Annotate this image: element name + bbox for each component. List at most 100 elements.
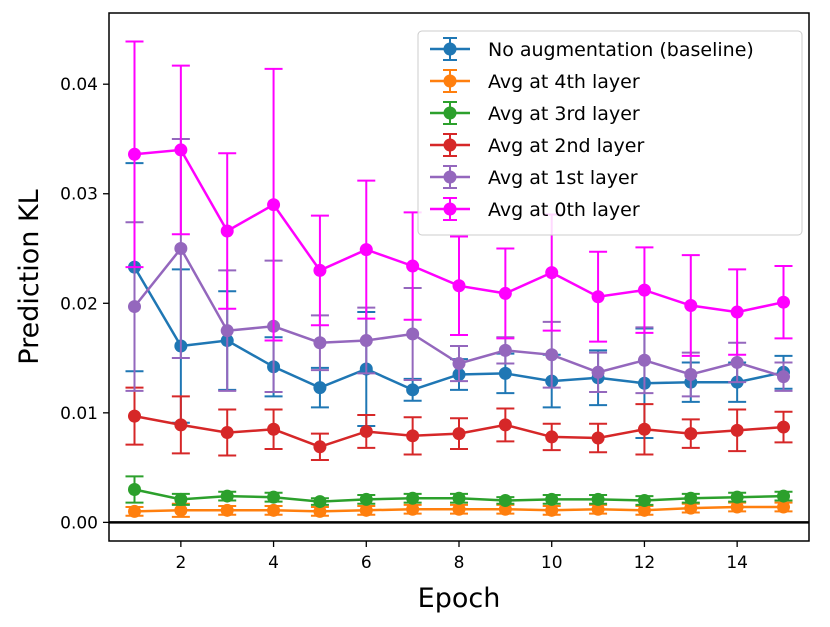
data-point [545, 348, 559, 362]
legend-label: Avg at 2nd layer [488, 135, 644, 157]
legend-marker [443, 202, 457, 216]
data-point [777, 500, 791, 514]
data-point [313, 440, 327, 454]
data-point [313, 381, 327, 395]
data-point [406, 429, 420, 443]
legend-label: Avg at 4th layer [488, 71, 640, 93]
data-point [127, 483, 141, 497]
data-point [545, 503, 559, 517]
data-point [267, 198, 281, 212]
y-tick-label: 0.00 [60, 513, 98, 533]
axes: 2 4 6 8 10 12 14 0.00 0.01 0.02 0.03 0.04 [60, 12, 810, 573]
legend-item: Avg at 2nd layer [430, 133, 644, 157]
x-tick-label: 6 [361, 553, 372, 573]
data-point [359, 334, 373, 348]
data-point [359, 503, 373, 517]
data-point [313, 495, 327, 509]
data-point [730, 490, 744, 504]
legend-marker [443, 106, 457, 120]
series-3 [125, 386, 793, 461]
data-point [777, 489, 791, 503]
data-point [777, 295, 791, 309]
data-point [452, 427, 466, 441]
data-point [498, 418, 512, 432]
data-point [730, 355, 744, 369]
y-tick-label: 0.03 [60, 185, 98, 205]
data-point [684, 491, 698, 505]
data-point [684, 298, 698, 312]
data-point [730, 423, 744, 437]
legend-marker [443, 138, 457, 152]
legend-marker [443, 170, 457, 184]
data-point [220, 324, 234, 338]
data-point [406, 502, 420, 516]
series-4 [125, 137, 793, 398]
data-point [220, 489, 234, 503]
legend-item: Avg at 1st layer [430, 165, 638, 189]
data-point [406, 259, 420, 273]
data-point [637, 493, 651, 507]
legend-label: No augmentation (baseline) [488, 39, 754, 61]
data-point [684, 427, 698, 441]
legend-marker [443, 42, 457, 56]
data-point [498, 286, 512, 300]
data-point [174, 492, 188, 506]
data-point [637, 503, 651, 517]
data-point [174, 503, 188, 517]
data-point [545, 492, 559, 506]
data-point [174, 418, 188, 432]
data-point [777, 420, 791, 434]
data-point [730, 500, 744, 514]
legend-box [417, 30, 803, 236]
data-point [777, 370, 791, 384]
data-point [127, 300, 141, 314]
data-point [498, 493, 512, 507]
data-point [591, 365, 605, 379]
data-point [591, 290, 605, 304]
plot-area [109, 40, 809, 524]
x-tick-label: 14 [726, 553, 748, 573]
series-1 [125, 500, 793, 518]
data-point [313, 263, 327, 277]
legend-label: Avg at 3rd layer [488, 103, 640, 125]
data-point [267, 503, 281, 517]
legend-marker [443, 74, 457, 88]
data-point [637, 353, 651, 367]
data-point [452, 357, 466, 371]
data-point [359, 424, 373, 438]
data-point [684, 501, 698, 515]
data-point [174, 143, 188, 157]
legend-item: Avg at 4th layer [430, 69, 640, 93]
legend-item: No augmentation (baseline) [430, 37, 754, 61]
data-point [730, 305, 744, 319]
data-point [452, 279, 466, 293]
x-tick-label: 12 [634, 553, 656, 573]
data-point [684, 367, 698, 381]
data-point [591, 492, 605, 506]
data-point [591, 431, 605, 445]
x-tick-label: 10 [541, 553, 563, 573]
data-point [545, 266, 559, 280]
data-point [498, 343, 512, 357]
legend-label: Avg at 0th layer [488, 199, 640, 221]
legend-label: Avg at 1st layer [488, 167, 638, 189]
data-point [220, 503, 234, 517]
y-tick-label: 0.02 [60, 294, 98, 314]
y-tick-label: 0.01 [60, 404, 98, 424]
x-tick-label: 8 [454, 553, 465, 573]
data-point [127, 504, 141, 518]
data-point [406, 327, 420, 341]
data-point [545, 430, 559, 444]
data-point [267, 422, 281, 436]
data-point [359, 492, 373, 506]
series-5 [125, 40, 793, 357]
y-tick-label: 0.04 [60, 75, 98, 95]
legend: No augmentation (baseline) Avg at 4th lay… [417, 30, 803, 236]
data-point [220, 224, 234, 238]
x-tick-label: 4 [268, 553, 279, 573]
data-point [406, 383, 420, 397]
data-point [637, 422, 651, 436]
data-point [359, 243, 373, 257]
data-point [637, 283, 651, 297]
data-point [267, 490, 281, 504]
